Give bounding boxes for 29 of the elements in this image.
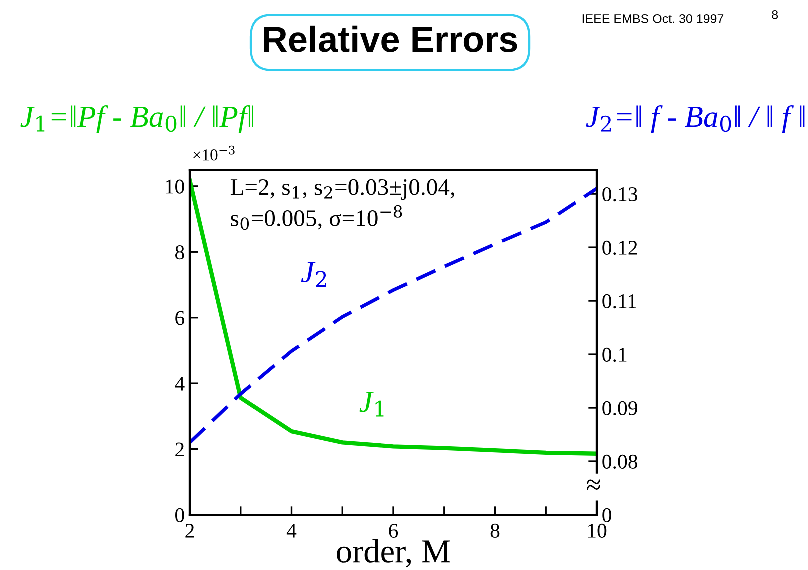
x-tick-label: 10: [588, 524, 607, 538]
text: 8: [772, 10, 778, 20]
y2-tick-label: 0.11: [602, 294, 636, 309]
y2-tick-label: 0.09: [602, 401, 638, 416]
annotation: ≈: [587, 480, 600, 490]
text: ×10$^{−3}$: [194, 146, 235, 161]
x-tick-label: 8: [490, 524, 500, 538]
y-tick-label: 6: [176, 311, 185, 326]
series-label: J$_{1}$: [360, 392, 384, 417]
x-tick-label: 2: [186, 524, 194, 538]
y2-tick-label: 0.08: [602, 454, 638, 470]
series-label: J$_{2}$: [301, 262, 326, 287]
text: L=2, s$_{1}$, s$_{2}$=0.03±j0.04, s$_{0}$=0.005, σ=10$^{−8}$: [230, 179, 454, 230]
text: J$_{2}$=‖ f - Ba$_{0}$‖ / ‖ f ‖: [586, 105, 805, 134]
chart-title: Relative Errors: [264, 26, 518, 52]
text: IEEE EMBS Oct. 30 1997: [582, 14, 724, 24]
y-tick-label: 10: [166, 180, 184, 194]
y2-tick-label: 0.12: [602, 240, 638, 256]
text: J$_{1}$=‖Pf - Ba$_{0}$‖ / ‖Pf‖: [20, 105, 254, 134]
y-tick-label: 4: [175, 377, 185, 391]
y-tick-label: 0: [176, 508, 184, 522]
y2-tick-label: 0.13: [602, 187, 638, 202]
y2-tick-label: 0: [602, 508, 612, 522]
x-axis-title: order, M: [337, 539, 450, 568]
x-tick-label: 4: [286, 524, 297, 538]
y2-tick-label: 0.1: [602, 348, 627, 362]
y-tick-label: 2: [176, 442, 184, 457]
x-tick-label: 6: [389, 524, 398, 538]
y-tick-label: 8: [176, 246, 184, 260]
